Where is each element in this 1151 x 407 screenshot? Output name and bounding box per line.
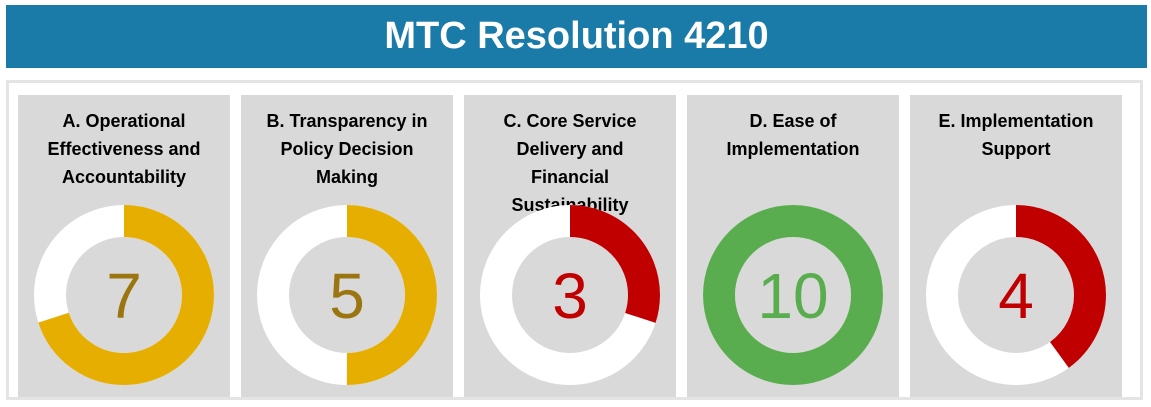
gauge: 7	[34, 205, 214, 385]
card-title: D. Ease of Implementation	[726, 111, 860, 159]
gauge-value: 5	[329, 260, 365, 332]
gauge: 10	[703, 205, 883, 385]
gauge-arc	[703, 205, 883, 385]
gauge: 3	[480, 205, 660, 385]
score-card: B. Transparency in Policy Decision Makin…	[241, 95, 453, 397]
gauge: 5	[257, 205, 437, 385]
gauge-arc	[34, 205, 214, 385]
frame	[6, 80, 1143, 400]
gauge-value: 4	[998, 260, 1034, 332]
card-title: B. Transparency in Policy Decision Makin…	[266, 111, 428, 187]
card-title: E. Implementation Support	[938, 111, 1094, 159]
card-title: A. Operational Effectiveness and Account…	[47, 111, 201, 187]
header-title: MTC Resolution 4210	[6, 5, 1147, 68]
gauge-arc	[480, 205, 660, 385]
gauge-arc	[257, 205, 437, 385]
gauge-value: 3	[552, 260, 588, 332]
score-card: D. Ease of Implementation 10	[687, 95, 899, 397]
score-card: E. Implementation Support 4	[910, 95, 1122, 397]
gauge: 4	[926, 205, 1106, 385]
gauge-value: 10	[757, 260, 828, 332]
score-card: A. Operational Effectiveness and Account…	[18, 95, 230, 397]
gauge-value: 7	[106, 260, 142, 332]
gauge-arc	[926, 205, 1106, 385]
score-card: C. Core Service Delivery and Financial S…	[464, 95, 676, 397]
